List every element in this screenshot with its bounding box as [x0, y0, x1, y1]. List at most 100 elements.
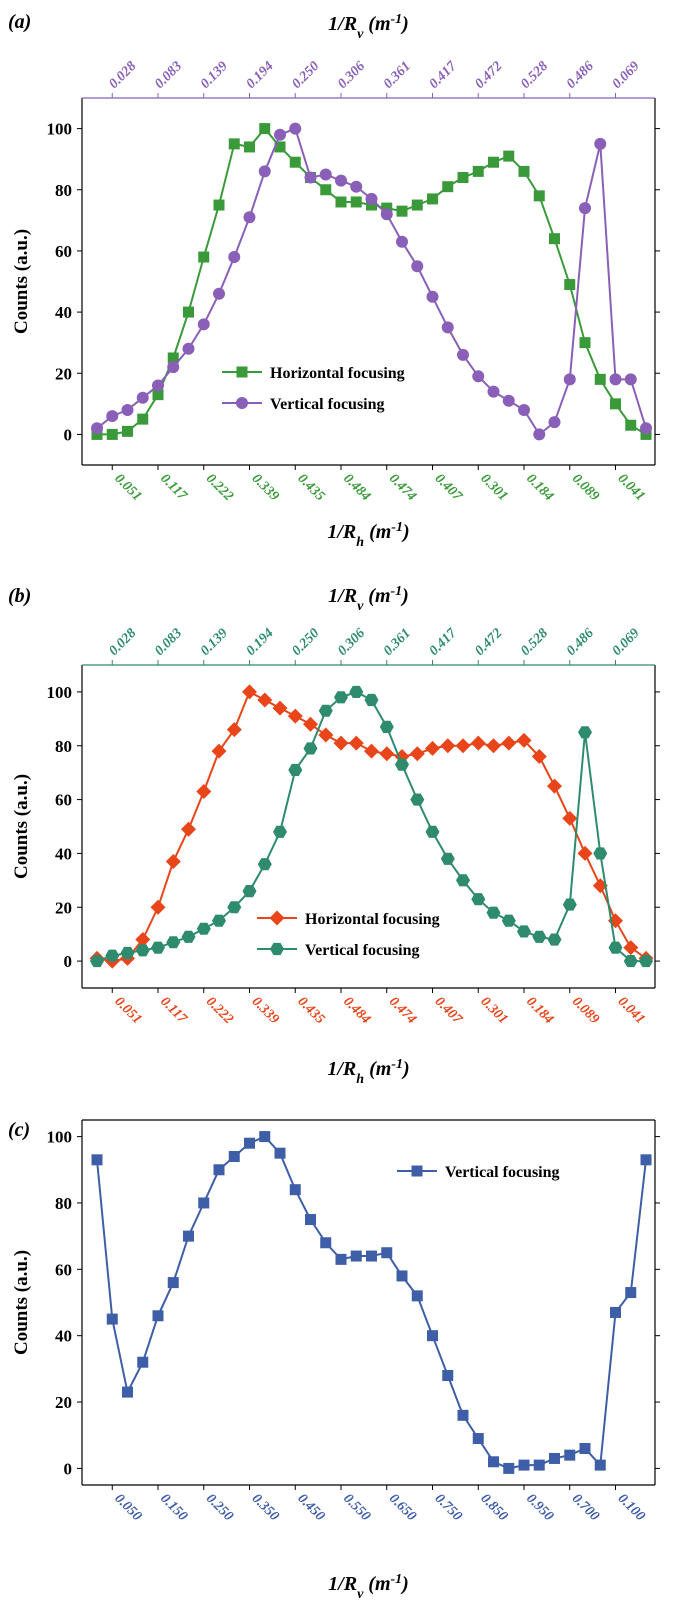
marker [289, 156, 301, 168]
y-axis-title: Counts (a.u.) [11, 229, 32, 334]
marker [166, 936, 181, 949]
marker [471, 893, 486, 906]
marker [198, 1197, 210, 1209]
marker [503, 150, 515, 162]
marker [379, 746, 395, 762]
marker [287, 708, 303, 724]
axis-title-part: 1/R [328, 585, 357, 607]
marker [137, 1356, 149, 1368]
marker [91, 1154, 103, 1166]
marker [91, 422, 103, 435]
y-tick-label: 0 [64, 1459, 73, 1478]
legend-label: Vertical focusing [305, 942, 420, 959]
axis-title: 1/Rv (m-1) [328, 1572, 409, 1602]
x-tick-label: 0.100 [615, 1491, 648, 1524]
marker [579, 337, 591, 349]
x-tick-label: 0.450 [294, 1491, 327, 1524]
marker [257, 692, 273, 708]
axis-title-part: (m [364, 1058, 391, 1080]
marker [579, 1443, 591, 1454]
marker [517, 925, 531, 938]
axis-title-part: (m [363, 1573, 390, 1595]
marker [274, 1147, 286, 1159]
marker [381, 1247, 393, 1259]
marker [594, 1459, 606, 1471]
marker [243, 211, 256, 224]
marker [212, 914, 226, 927]
marker [610, 398, 621, 410]
x-top-tick-label: 0.306 [335, 626, 368, 659]
x-tick-label: 0.117 [157, 994, 190, 1027]
marker [547, 778, 562, 794]
x-top-tick-label: 0.194 [244, 626, 277, 659]
y-axis-title: Counts (a.u.) [11, 774, 32, 879]
marker [135, 944, 150, 957]
x-tick-label: 0.474 [386, 471, 419, 504]
x-top-tick-label: 0.083 [152, 626, 185, 659]
marker [213, 1164, 225, 1176]
series [91, 122, 652, 441]
marker [106, 1313, 118, 1325]
panel-label: (c) [8, 1119, 30, 1141]
x-tick-label: 0.301 [477, 471, 510, 504]
marker [91, 428, 103, 440]
x-top-tick-label: 0.028 [106, 59, 139, 92]
marker [486, 738, 501, 754]
y-tick-label: 20 [55, 364, 72, 383]
marker [562, 898, 577, 911]
marker [594, 137, 607, 150]
axis-title-part: (m [363, 13, 390, 35]
y-tick-label: 0 [64, 952, 73, 971]
marker [318, 704, 333, 717]
x-tick-label: 0.850 [477, 1491, 510, 1524]
marker [457, 348, 469, 361]
axis-title-part: ) [401, 1058, 410, 1080]
marker [269, 910, 285, 926]
marker [594, 373, 606, 385]
marker [396, 1270, 408, 1282]
x-top-tick-label: 0.417 [427, 625, 461, 659]
axis-title-part: 1/R [327, 1058, 356, 1080]
marker [440, 738, 456, 754]
y-tick-label: 20 [55, 898, 72, 917]
marker [213, 199, 225, 211]
marker [624, 373, 637, 386]
series-line [96, 1135, 647, 1470]
x-top-tick-label: 0.472 [472, 626, 505, 659]
marker [273, 825, 287, 838]
marker [348, 735, 364, 751]
marker [272, 700, 288, 716]
marker [121, 403, 134, 416]
x-tick-label: 0.484 [340, 471, 373, 504]
marker [236, 397, 248, 409]
marker [472, 1433, 484, 1445]
marker [152, 379, 164, 392]
x-top-tick-label: 0.472 [472, 59, 505, 92]
marker [335, 174, 347, 187]
marker [396, 205, 408, 217]
y-axis-title: Counts (a.u.) [11, 1250, 32, 1355]
x-top-tick-label: 0.194 [244, 59, 277, 92]
marker [532, 930, 547, 943]
marker [549, 233, 560, 245]
marker [533, 428, 546, 441]
legend-label: Horizontal focusing [305, 911, 440, 928]
marker [640, 1154, 652, 1166]
marker [578, 726, 592, 739]
marker [411, 199, 423, 211]
x-top-tick-label: 0.361 [381, 59, 414, 92]
marker [228, 138, 240, 150]
marker [303, 716, 318, 732]
marker [228, 251, 241, 264]
series [91, 123, 652, 440]
marker [303, 742, 318, 755]
marker [105, 949, 120, 962]
x-tick-label: 0.150 [157, 1491, 190, 1524]
x-top-tick-label: 0.306 [335, 59, 368, 92]
marker [623, 955, 638, 968]
x-top-tick-label: 0.486 [564, 59, 597, 92]
marker [442, 1370, 454, 1381]
marker [442, 181, 454, 193]
marker [425, 740, 440, 756]
